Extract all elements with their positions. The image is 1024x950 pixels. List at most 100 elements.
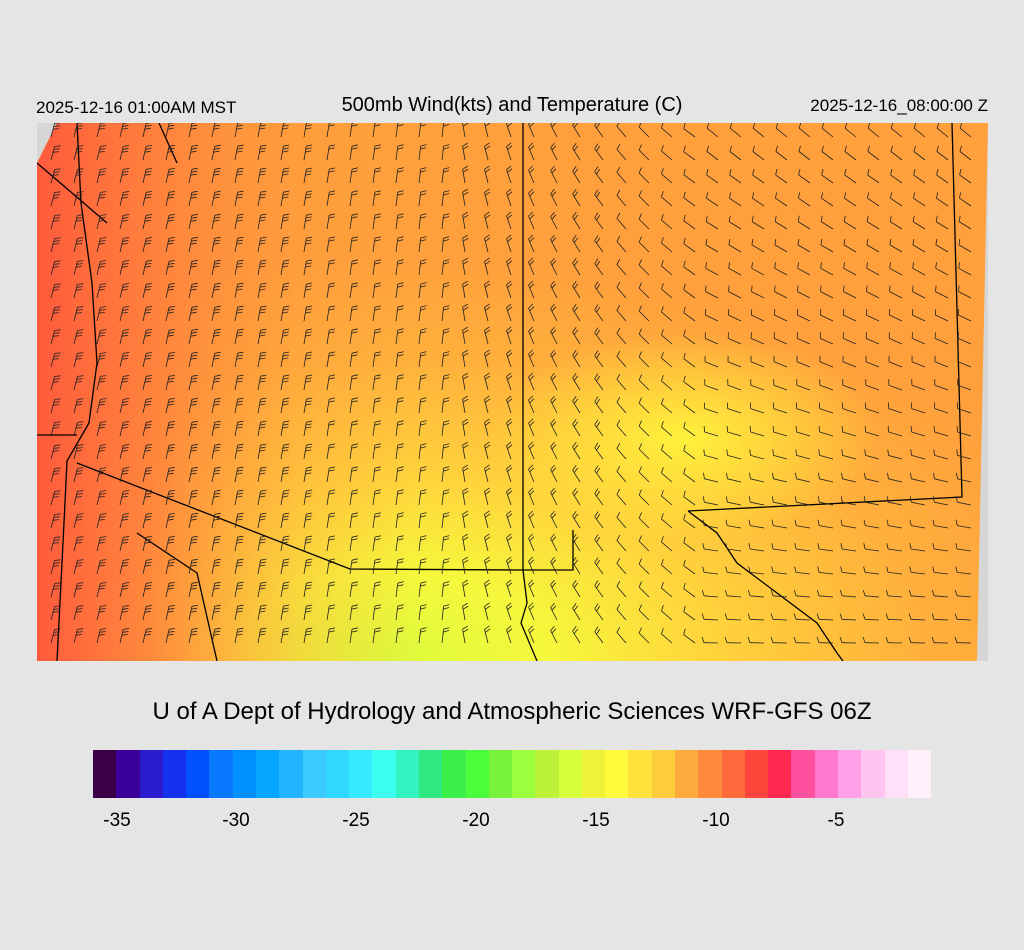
wind-barb-feather	[420, 305, 427, 308]
wind-barb-feather	[528, 142, 534, 148]
wind-barb	[506, 123, 512, 138]
wind-barb-feather	[616, 123, 620, 127]
wind-barb-feather	[259, 495, 266, 498]
wind-barb	[50, 514, 55, 529]
wind-barb	[303, 376, 307, 391]
wind-barb-feather	[551, 421, 557, 427]
wind-barb-feather	[145, 240, 152, 242]
wind-barb-feather	[100, 283, 107, 285]
wind-barb-feather	[329, 167, 336, 170]
wind-barb-feather	[420, 213, 427, 216]
wind-barb	[395, 537, 399, 552]
wind-barb-feather	[443, 446, 450, 449]
wind-barb-feather	[374, 515, 381, 518]
wind-barb-feather	[374, 489, 381, 492]
wind-barb	[280, 468, 284, 483]
wind-barb-feather	[842, 308, 845, 316]
colorbar-tick-label: -15	[582, 810, 610, 831]
wind-barb-feather	[237, 354, 244, 357]
wind-barb	[683, 588, 696, 598]
wind-barb-feather	[190, 150, 197, 153]
wind-barb	[119, 514, 124, 529]
wind-barb-feather	[661, 582, 664, 589]
wind-barb-feather	[236, 380, 243, 383]
wind-barb	[50, 468, 55, 483]
wind-barb-feather	[485, 123, 491, 127]
wind-barb-feather	[259, 354, 266, 357]
wind-barb-feather	[190, 472, 197, 475]
wind-barb-feather	[283, 213, 290, 216]
wind-barb	[683, 174, 696, 184]
wind-barb	[594, 562, 604, 575]
wind-barb-feather	[328, 492, 335, 495]
wind-barb-feather	[237, 193, 244, 196]
wind-barb-feather	[443, 584, 450, 587]
wind-barb	[751, 338, 765, 345]
wind-barb-feather	[397, 423, 404, 426]
wind-barb-feather	[933, 449, 935, 456]
wind-barb	[751, 267, 765, 276]
wind-barb	[73, 261, 78, 276]
wind-barb	[638, 126, 650, 138]
wind-barb-feather	[144, 426, 151, 429]
wind-barb-feather	[282, 380, 289, 383]
wind-barb-feather	[52, 450, 60, 452]
wind-barb	[395, 445, 399, 460]
wind-barb-feather	[191, 630, 198, 633]
wind-barb-feather	[167, 403, 174, 406]
wind-barb-feather	[282, 239, 289, 242]
wind-barb-feather	[616, 557, 621, 564]
wind-barb-feather	[909, 566, 912, 573]
wind-barb-feather	[52, 404, 60, 406]
wind-barb	[257, 261, 261, 276]
wind-barb-feather	[485, 490, 491, 495]
wind-barb	[484, 146, 489, 161]
wind-barb-feather	[237, 512, 244, 515]
wind-barb	[142, 284, 147, 299]
wind-barb-feather	[594, 534, 599, 540]
wind-barb-feather	[485, 421, 491, 426]
wind-barb-feather	[237, 492, 244, 495]
wind-barb	[462, 399, 466, 414]
wind-barb-feather	[683, 123, 686, 129]
wind-barb	[683, 243, 696, 253]
wind-barb-feather	[397, 213, 404, 216]
wind-barb-feather	[462, 605, 469, 610]
wind-barb-feather	[572, 143, 577, 149]
wind-barb-feather	[443, 239, 450, 242]
wind-barb-feather	[397, 285, 404, 288]
wind-barb-feather	[374, 282, 381, 285]
wind-barb-feather	[797, 285, 799, 292]
wind-barb-feather	[821, 168, 824, 175]
wind-barb	[280, 146, 284, 161]
wind-barb	[372, 307, 376, 322]
wind-barb	[959, 174, 972, 184]
wind-barb-feather	[374, 213, 381, 216]
wind-barb	[594, 125, 604, 138]
wind-barb-feather	[237, 328, 244, 331]
wind-barb-feather	[53, 355, 60, 357]
wind-barb-feather	[683, 605, 686, 612]
wind-barb-feather	[259, 515, 266, 518]
wind-barb-feather	[191, 282, 198, 285]
wind-barb-feather	[551, 467, 557, 473]
wind-barb-feather	[485, 329, 491, 334]
wind-barb	[911, 431, 926, 437]
wind-barb	[372, 537, 376, 552]
wind-barb	[864, 595, 880, 598]
wind-barb-feather	[168, 191, 175, 193]
wind-barb-feather	[885, 589, 889, 596]
wind-barb-feather	[594, 511, 599, 517]
wind-barb-feather	[863, 566, 866, 573]
wind-barb-feather	[351, 354, 358, 357]
wind-barb	[188, 399, 193, 414]
wind-barb-feather	[573, 352, 579, 358]
wind-barb-feather	[485, 628, 491, 633]
wind-barb	[462, 422, 466, 437]
wind-barb	[957, 408, 972, 414]
wind-barb-feather	[305, 426, 312, 429]
wind-barb-feather	[550, 280, 555, 286]
wind-barb	[73, 514, 78, 529]
wind-barb	[395, 560, 399, 575]
wind-barb	[418, 514, 422, 529]
